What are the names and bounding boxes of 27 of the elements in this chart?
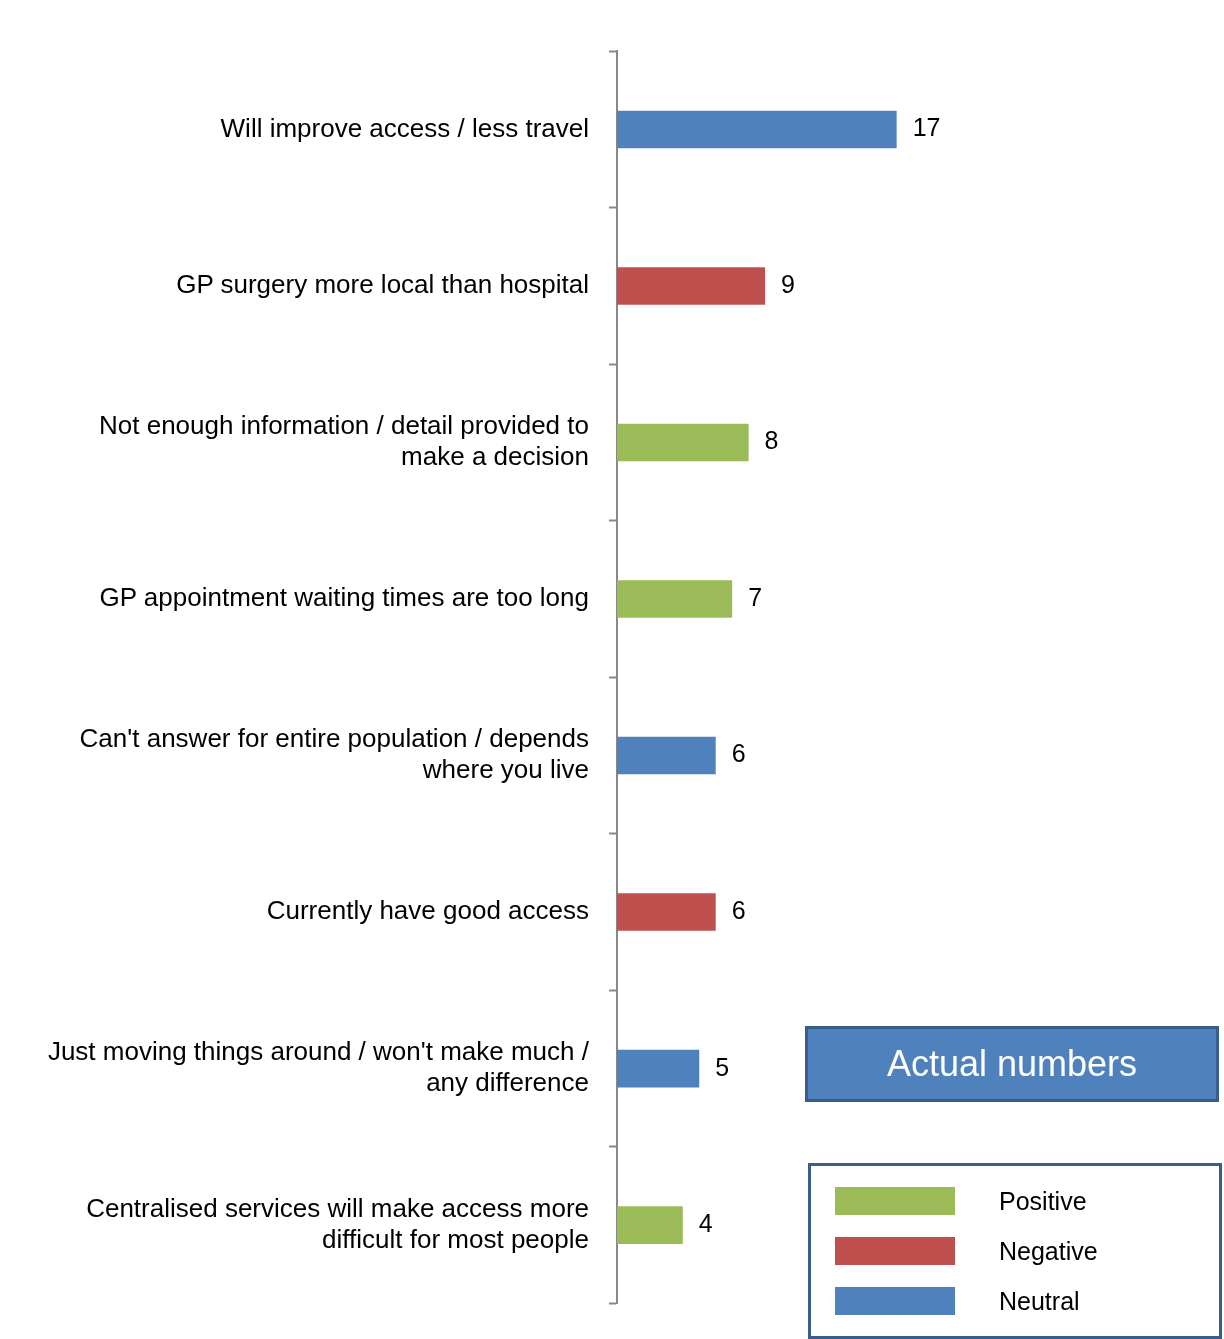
y-tick-label: Currently have good access <box>266 895 589 926</box>
bar <box>617 1206 683 1244</box>
data-label: 9 <box>781 269 795 298</box>
y-tick-label: Can't answer for entire population / depends where you live <box>79 723 589 785</box>
y-tick-label: GP surgery more local than hospital <box>176 269 589 300</box>
bar <box>617 736 716 775</box>
data-label: 8 <box>764 426 779 455</box>
bar <box>617 110 897 149</box>
data-label: 17 <box>912 113 941 142</box>
y-tick-label: Will improve access / less travel <box>220 112 589 143</box>
bar <box>617 267 766 305</box>
legend-label: Negative <box>999 1236 1098 1266</box>
bar <box>617 423 749 462</box>
data-label: 4 <box>698 1209 713 1238</box>
bar <box>617 1049 700 1088</box>
y-tick-label: Centralised services will make access more difficult for most people <box>86 1192 589 1254</box>
data-label: 7 <box>748 582 763 611</box>
legend-label: Positive <box>999 1186 1087 1216</box>
y-tick-label: Not enough information / detail provided to make a decision <box>99 410 589 472</box>
data-label: 6 <box>731 895 746 924</box>
y-tick-label: GP appointment waiting times are too long <box>99 582 589 613</box>
legend-label: Neutral <box>999 1286 1080 1316</box>
bar <box>617 893 716 931</box>
bar <box>617 580 733 618</box>
data-label: 5 <box>715 1052 730 1081</box>
y-tick-label: Just moving things around / won't make much / any difference <box>47 1036 590 1098</box>
data-label: 6 <box>731 739 746 768</box>
